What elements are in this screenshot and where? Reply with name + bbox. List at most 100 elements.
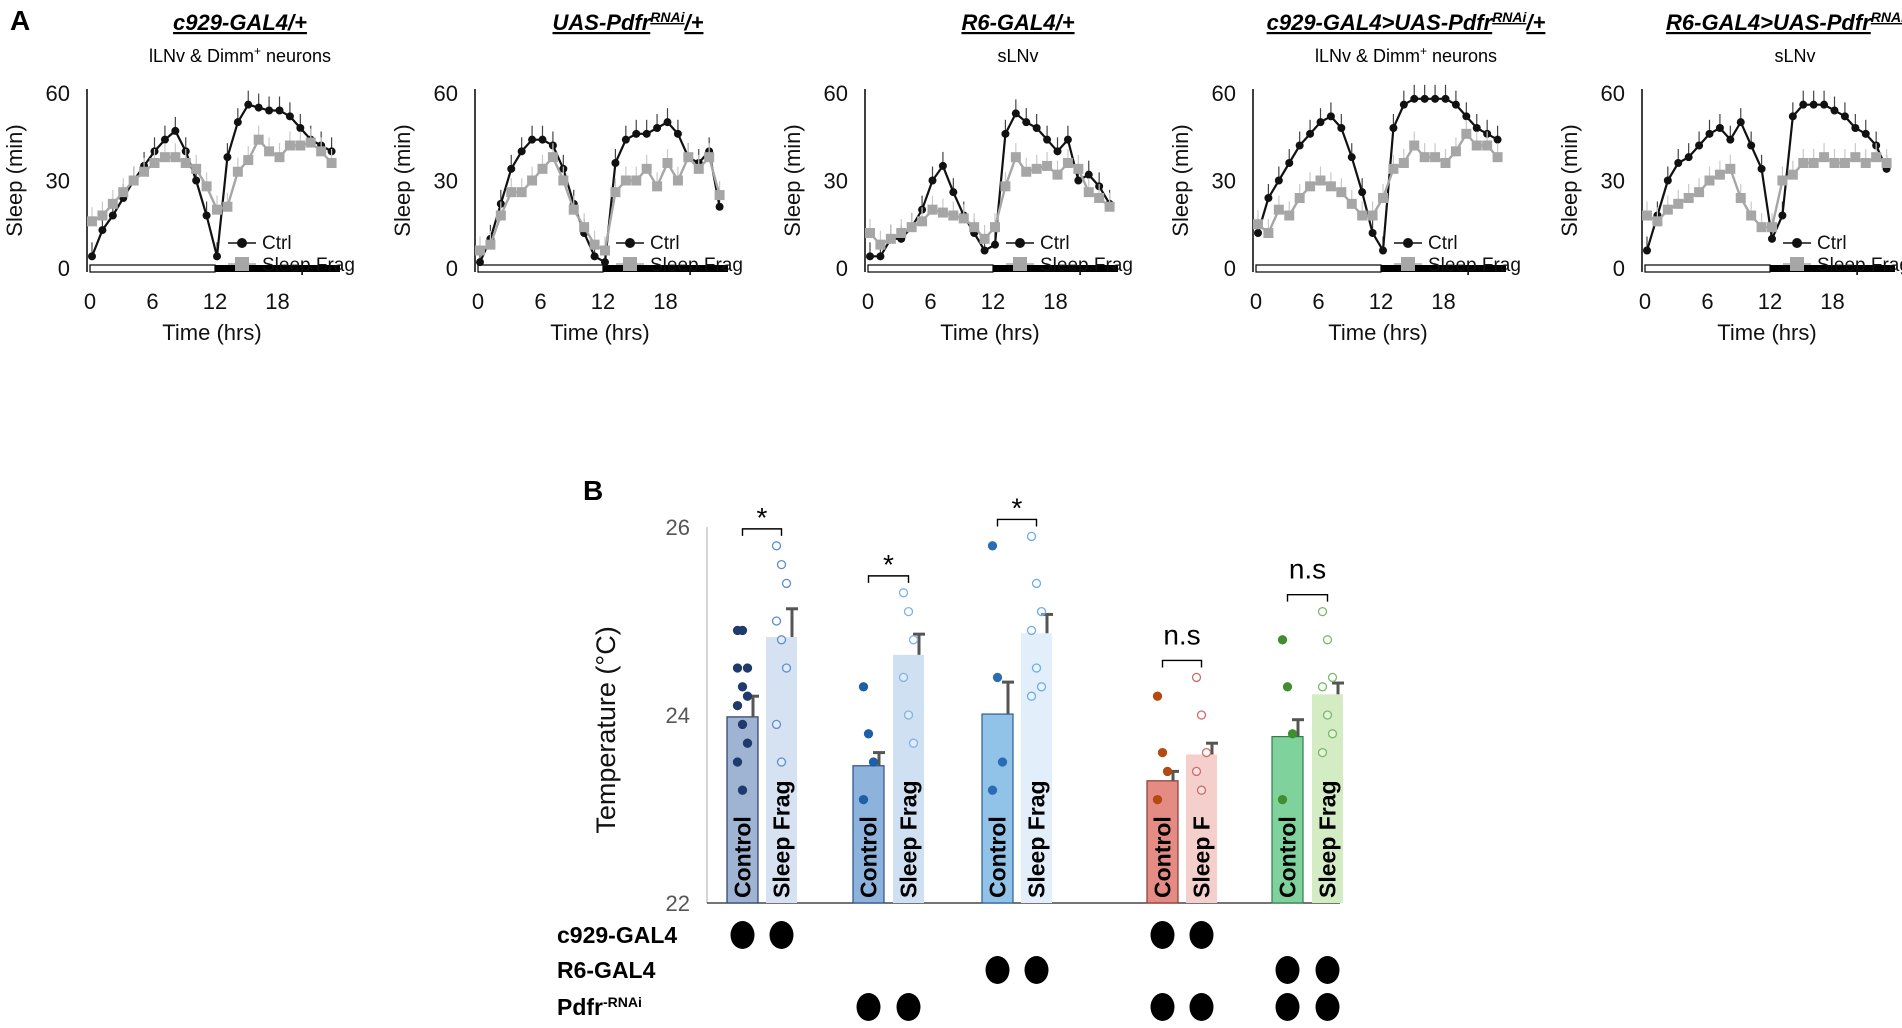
data-point-sleep-frag <box>1042 160 1053 171</box>
genotype-dot <box>1189 921 1214 949</box>
data-point-sleep-frag <box>1315 175 1326 186</box>
chart-title-main: R6-GAL4/+ <box>961 10 1074 35</box>
data-point-ctrl <box>1705 129 1714 138</box>
legend-frag-label: Sleep Frag <box>1817 255 1902 276</box>
data-point-ctrl <box>233 118 242 127</box>
temp-bar-label: Control <box>856 816 882 898</box>
data-point-sleep-frag <box>1652 216 1663 227</box>
data-point-ctrl <box>1022 118 1031 127</box>
data-point-ctrl <box>1840 112 1849 121</box>
panel-a-label: A <box>10 5 30 36</box>
data-point-ctrl <box>1368 229 1377 237</box>
data-point-sleep-frag <box>107 198 118 209</box>
data-point-ctrl <box>528 135 537 144</box>
chart-title-superscript: RNAi <box>1492 9 1527 25</box>
y-tick-label: 30 <box>824 169 848 194</box>
chart-subtitle-main: sLNv <box>1774 46 1815 66</box>
x-axis-label: Time (hrs) <box>550 320 649 345</box>
x-tick-label: 0 <box>472 289 484 314</box>
data-point-ctrl <box>244 100 253 109</box>
temp-y-tick-label: 22 <box>666 891 690 916</box>
temp-data-point <box>1026 691 1037 701</box>
x-tick-label: 0 <box>1639 289 1651 314</box>
significance-label: * <box>883 549 894 580</box>
data-point-sleep-frag <box>1450 146 1461 157</box>
legend-ctrl-label: Ctrl <box>262 233 292 254</box>
temp-data-point <box>781 578 792 589</box>
chart-title-superscript: RNAi <box>650 9 685 25</box>
significance-bracket <box>996 518 1038 527</box>
temp-bar <box>893 654 924 903</box>
data-point-sleep-frag <box>896 228 907 238</box>
temp-data-point <box>1201 747 1212 758</box>
temp-data-point <box>737 719 748 730</box>
data-point-sleep-frag <box>1471 140 1482 151</box>
data-point-ctrl <box>1663 176 1672 185</box>
data-point-ctrl <box>1011 109 1020 118</box>
genotype-dot <box>1275 956 1300 984</box>
x-tick-label: 6 <box>1701 289 1713 314</box>
data-point-ctrl <box>1379 246 1387 255</box>
data-point-ctrl <box>1695 141 1704 150</box>
temp-y-tick-label: 26 <box>666 515 690 540</box>
data-point-sleep-frag <box>1777 175 1788 186</box>
data-point-ctrl <box>538 135 547 144</box>
data-point-ctrl <box>1788 112 1797 121</box>
temp-bar-group-8: Sleep F <box>1186 672 1218 903</box>
chart-title: R6-GAL4>UAS-PdfrRNAi/+ <box>1666 9 1902 35</box>
data-point-ctrl <box>715 202 724 211</box>
legend-frag-marker <box>1401 257 1415 271</box>
temp-data-point <box>732 663 743 673</box>
data-point-ctrl <box>642 129 651 138</box>
data-point-ctrl <box>1757 164 1766 173</box>
data-point-ctrl <box>866 252 874 261</box>
data-point-sleep-frag <box>1808 158 1819 168</box>
data-point-ctrl <box>1851 124 1860 132</box>
sleep-chart-3: R6-GAL4/+ sLNv 0 30 60 Sleep (min) 0 6 12 18Time … <box>780 10 1133 345</box>
legend-frag-marker <box>1790 257 1804 271</box>
data-point-ctrl <box>192 176 201 185</box>
temp-data-point <box>737 785 748 795</box>
data-point-ctrl <box>202 211 211 220</box>
data-point-sleep-frag <box>537 163 548 174</box>
temp-data-point <box>1157 747 1168 758</box>
dark-phase-bar <box>215 265 340 272</box>
data-point-sleep-frag <box>149 158 160 168</box>
data-point-ctrl <box>1358 188 1367 197</box>
data-point-ctrl <box>876 252 885 261</box>
genotype-dot <box>730 921 755 949</box>
y-tick-label: 0 <box>58 256 70 281</box>
significance-label: n.s <box>1289 554 1326 585</box>
data-point-sleep-frag <box>714 190 725 201</box>
data-point-sleep-frag <box>1253 219 1263 230</box>
data-point-ctrl <box>1715 124 1724 132</box>
chart-subtitle: sLNv <box>997 46 1038 66</box>
data-point-sleep-frag <box>1388 163 1399 174</box>
legend-frag-label: Sleep Frag <box>650 255 743 276</box>
data-point-ctrl <box>1747 141 1756 150</box>
data-point-sleep-frag <box>1461 128 1472 139</box>
temp-data-point <box>737 625 748 636</box>
chart-subtitle: sLNv <box>1774 46 1815 66</box>
series-sleep-frag <box>1642 143 1892 233</box>
data-point-ctrl <box>1820 100 1829 109</box>
y-tick-label: 60 <box>46 81 70 106</box>
data-point-ctrl <box>1684 153 1693 162</box>
temp-bar <box>981 713 1014 904</box>
genotype-label-r6: R6-GAL4 <box>557 957 656 983</box>
significance-5: n.s <box>1286 554 1329 602</box>
data-point-sleep-frag <box>1714 169 1725 180</box>
temp-data-point <box>987 541 998 551</box>
data-point-sleep-frag <box>1010 152 1021 163</box>
y-tick-label: 0 <box>446 256 458 281</box>
panel-b: 22 24 26 Temperature (°C) Control Sleep Frag C… <box>557 492 1344 1021</box>
temp-data-point <box>732 700 743 711</box>
temp-bar-group-6: Sleep Frag <box>1021 531 1053 903</box>
data-point-sleep-frag <box>906 222 917 233</box>
data-point-ctrl <box>621 135 630 144</box>
temp-data-point <box>992 672 1003 683</box>
significance-bracket <box>741 528 783 536</box>
data-point-sleep-frag <box>1860 158 1871 168</box>
chart-title-suffix: /+ <box>684 10 704 35</box>
data-point-sleep-frag <box>589 239 600 250</box>
